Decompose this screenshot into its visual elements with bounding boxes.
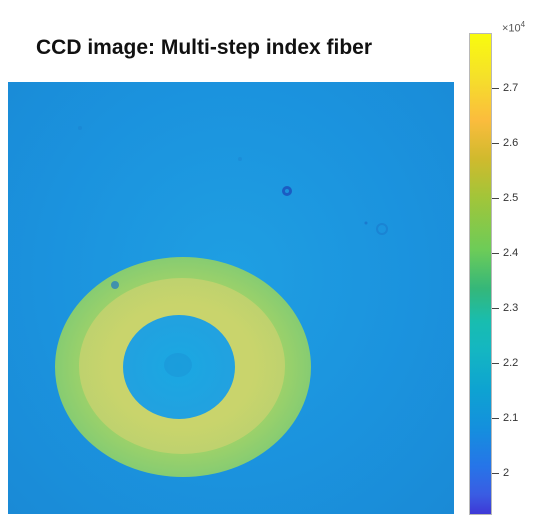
colorbar-tick <box>492 198 499 199</box>
colorbar-tick-label: 2.5 <box>503 192 519 204</box>
dust-spot <box>364 221 368 225</box>
colorbar-tick <box>492 308 499 309</box>
colorbar-tick-label: 2.4 <box>503 247 519 259</box>
colorbar-tick <box>492 473 499 474</box>
ccd-image-svg <box>55 126 388 477</box>
core-center-spot <box>164 353 192 377</box>
colorbar-tick <box>492 143 499 144</box>
dust-spot <box>376 223 388 235</box>
colorbar-tick <box>492 418 499 419</box>
colorbar-tick-label: 2.6 <box>503 137 519 149</box>
colorbar-tick-label: 2.2 <box>503 357 519 369</box>
colorbar-exponent: ×104 <box>502 20 526 35</box>
figure-title: CCD image: Multi-step index fiber <box>36 36 373 59</box>
dust-spot <box>78 126 82 130</box>
colorbar <box>469 33 492 515</box>
colorbar-tick-label: 2 <box>503 467 510 479</box>
dust-spot <box>285 189 289 193</box>
dust-spot <box>111 281 119 289</box>
colorbar-tick <box>492 253 499 254</box>
dust-spot <box>238 157 242 161</box>
colorbar-tick-label: 2.3 <box>503 302 519 314</box>
colorbar-tick <box>492 363 499 364</box>
colorbar-tick <box>492 88 499 89</box>
colorbar-tick-label: 2.7 <box>503 82 519 94</box>
ccd-image <box>8 82 454 514</box>
colorbar-tick-label: 2.1 <box>503 412 519 424</box>
